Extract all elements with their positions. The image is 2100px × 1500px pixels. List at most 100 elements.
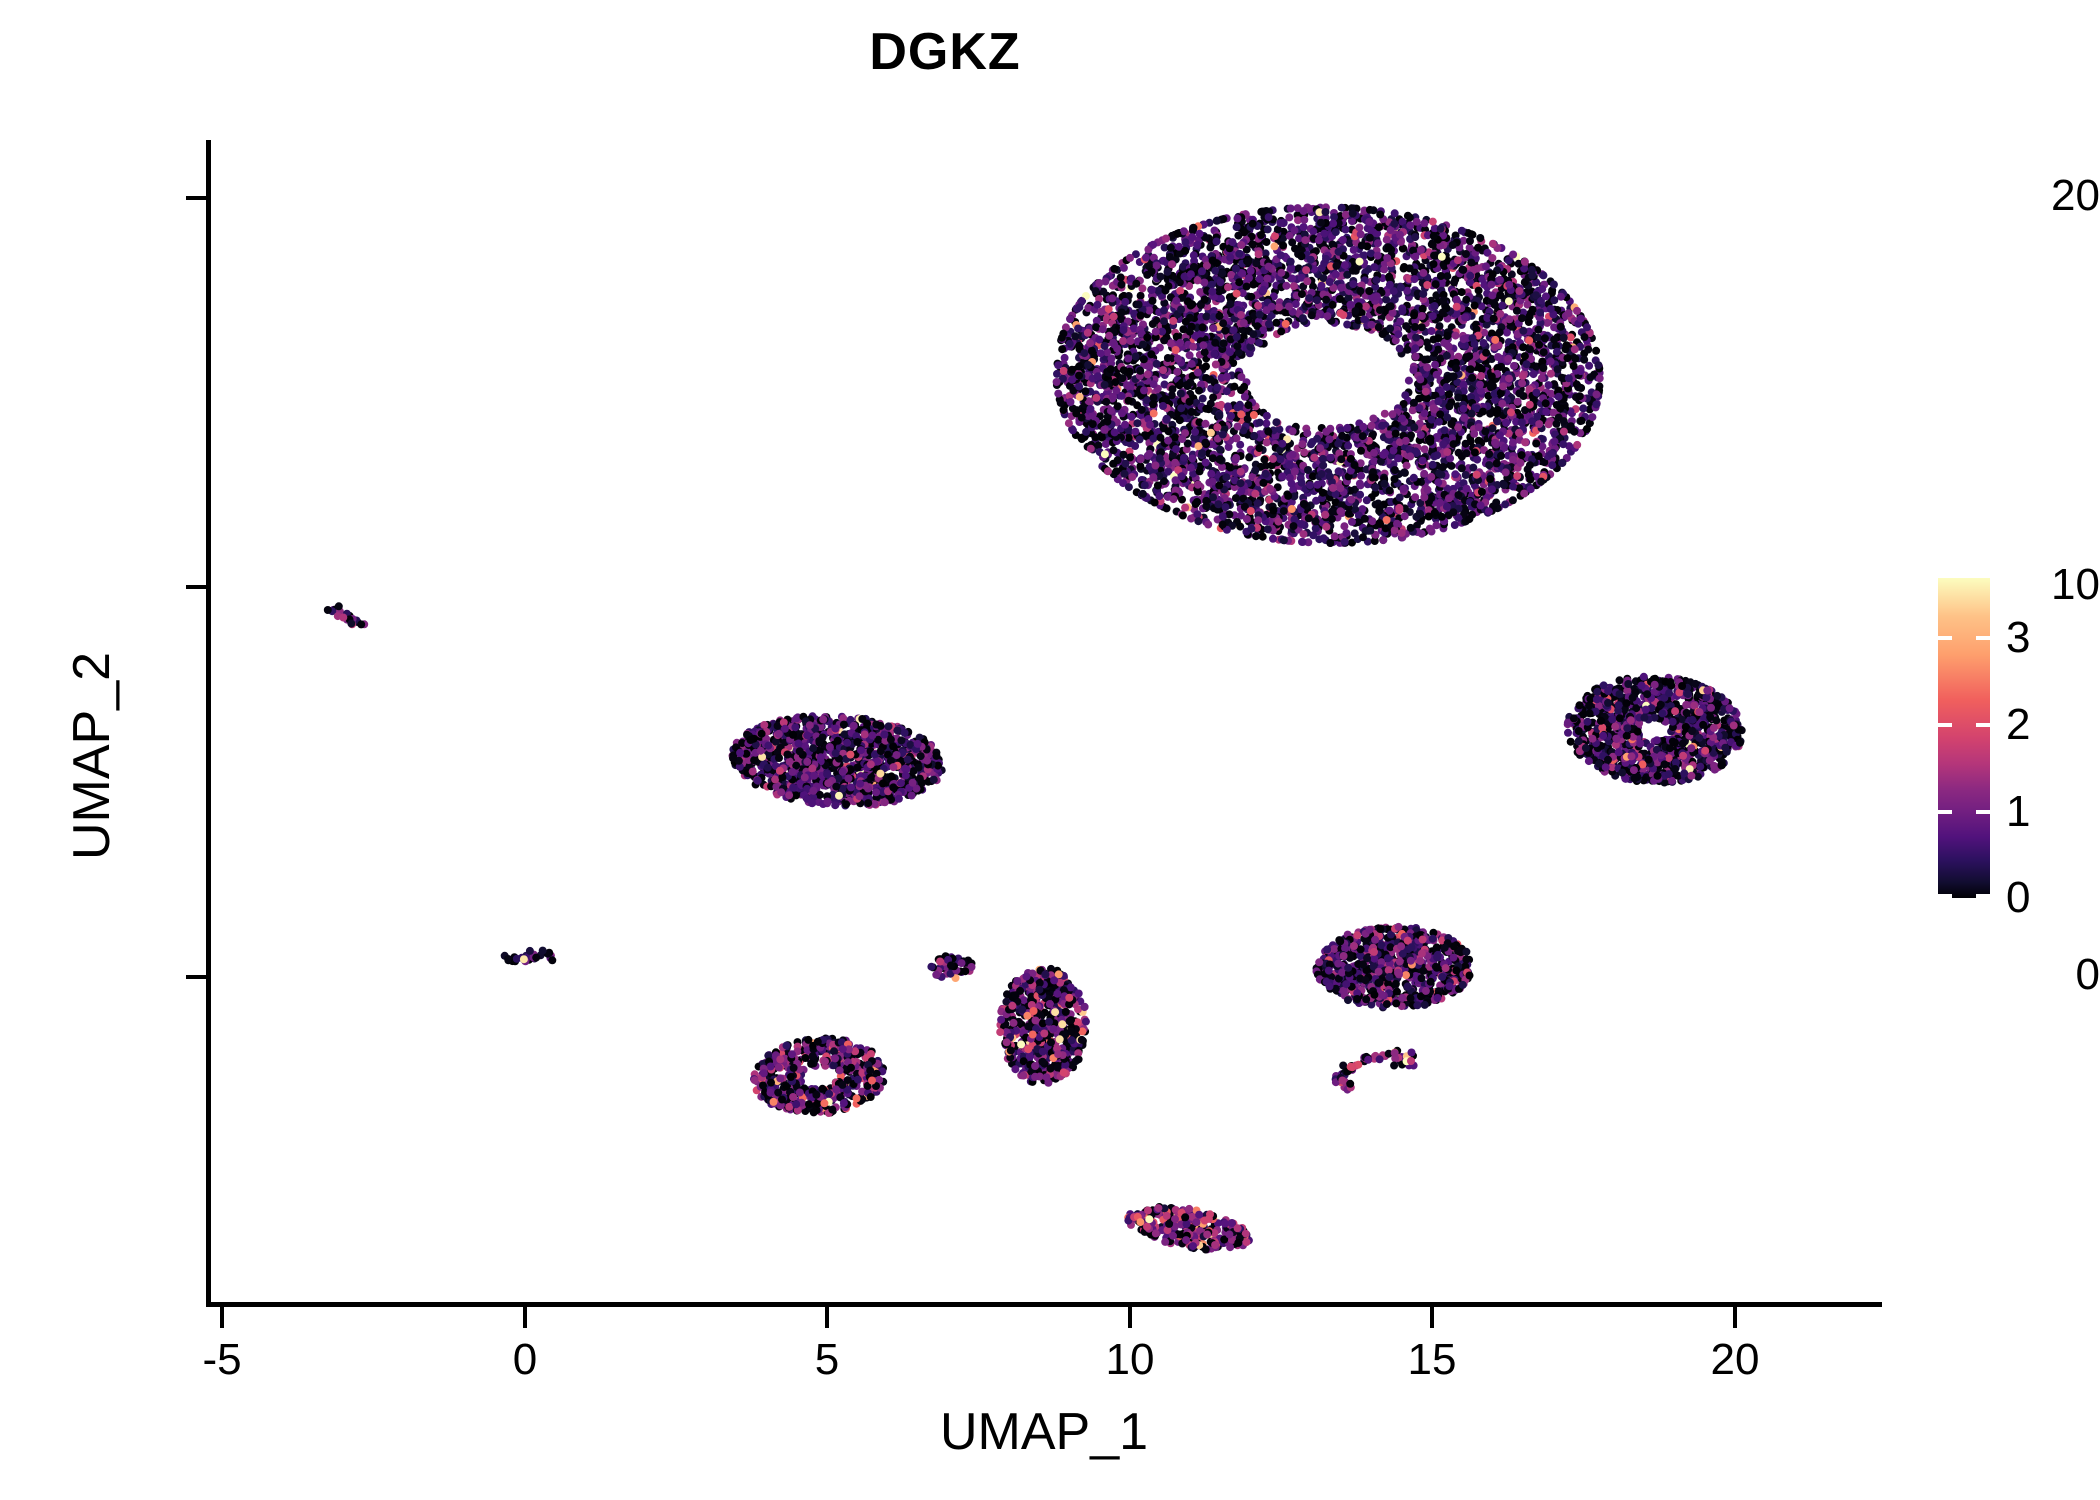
scatter-point — [1342, 529, 1351, 538]
scatter-point — [1080, 349, 1089, 358]
scatter-point — [1232, 223, 1241, 232]
scatter-point — [1400, 512, 1409, 521]
scatter-point — [1397, 528, 1406, 537]
scatter-point — [1119, 479, 1128, 488]
scatter-point — [1156, 272, 1165, 281]
scatter-point — [1461, 439, 1470, 448]
scatter-point — [1119, 263, 1128, 272]
scatter-point — [1240, 392, 1249, 401]
scatter-point — [1394, 330, 1403, 339]
scatter-point — [1395, 503, 1404, 512]
scatter-point — [1216, 278, 1225, 287]
scatter-point — [1074, 324, 1083, 333]
scatter-point — [1300, 215, 1309, 224]
scatter-point — [1160, 243, 1169, 252]
scatter-point — [1350, 529, 1359, 538]
scatter-point — [1132, 279, 1141, 288]
scatter-point — [1462, 449, 1471, 458]
scatter-point — [1221, 503, 1230, 512]
scatter-point — [1244, 258, 1253, 266]
scatter-point — [1200, 348, 1209, 357]
scatter-point — [1395, 493, 1404, 502]
scatter-point — [1136, 455, 1145, 464]
scatter-point — [1193, 276, 1202, 285]
scatter-point — [1206, 243, 1215, 252]
scatter-point — [1476, 234, 1485, 242]
scatter-point — [1313, 434, 1322, 443]
scatter-point — [1520, 352, 1529, 361]
scatter-point — [1325, 278, 1334, 286]
scatter-point — [1287, 505, 1296, 513]
scatter-point — [1307, 440, 1315, 449]
scatter-point — [1127, 412, 1136, 421]
scatter-point — [1118, 374, 1127, 383]
scatter-point — [1300, 448, 1309, 457]
scatter-point — [1391, 429, 1400, 438]
scatter-point — [1236, 479, 1245, 488]
scatter-point — [1592, 390, 1601, 399]
scatter-point — [1276, 219, 1285, 227]
scatter-point — [1470, 301, 1479, 310]
scatter-point — [1438, 463, 1447, 471]
scatter-point — [1257, 231, 1265, 239]
scatter-point — [1368, 517, 1377, 526]
scatter-point — [1525, 336, 1534, 345]
scatter-point — [1524, 471, 1533, 479]
scatter-point — [1559, 440, 1568, 449]
scatter-point — [1509, 455, 1517, 464]
scatter-point — [1564, 374, 1573, 383]
scatter-point — [1162, 234, 1170, 243]
scatter-point — [1206, 428, 1215, 437]
scatter-point — [1171, 346, 1180, 354]
scatter-point — [1580, 355, 1589, 364]
scatter-point — [1269, 534, 1277, 543]
scatter-point — [1428, 217, 1437, 226]
scatter-point — [1368, 473, 1377, 482]
scatter-point — [1270, 242, 1279, 251]
scatter-point — [1194, 517, 1203, 526]
scatter-point — [1336, 295, 1344, 303]
scatter-point — [1492, 498, 1501, 507]
scatter-point — [1393, 519, 1401, 528]
scatter-point — [1399, 484, 1408, 493]
scatter-point — [1357, 446, 1365, 455]
scatter-point — [1529, 370, 1538, 379]
scatter-point — [1502, 418, 1511, 427]
scatter-point — [1162, 504, 1171, 513]
scatter-point — [1454, 491, 1463, 499]
scatter-point — [1147, 350, 1156, 359]
scatter-point — [1467, 258, 1476, 267]
scatter-point — [1225, 510, 1234, 519]
scatter-point — [1418, 304, 1427, 313]
scatter-point — [1279, 507, 1288, 516]
scatter-point — [1380, 409, 1389, 418]
scatter-point — [1261, 469, 1270, 478]
scatter-point — [1492, 459, 1501, 468]
scatter-point — [1268, 454, 1277, 463]
scatter-point — [1116, 273, 1125, 282]
scatter-point — [1156, 433, 1165, 442]
scatter-point — [1210, 349, 1219, 358]
scatter-point — [1262, 419, 1271, 428]
scatter-point — [1390, 209, 1399, 218]
scatter-point — [1594, 361, 1603, 370]
scatter-point — [1097, 307, 1106, 316]
scatter-point — [1453, 256, 1462, 265]
scatter-point — [1533, 333, 1542, 342]
scatter-point — [1279, 241, 1288, 250]
scatter-point — [1442, 502, 1451, 511]
scatter-point — [1246, 267, 1255, 275]
scatter-point — [1477, 487, 1486, 496]
scatter-point — [1426, 434, 1435, 443]
scatter-point — [1104, 467, 1112, 476]
scatter-point — [1274, 517, 1283, 526]
scatter-point — [1317, 281, 1326, 290]
scatter-point — [1519, 326, 1528, 335]
scatter-point — [1343, 320, 1352, 329]
scatter-point — [1284, 491, 1293, 500]
scatter-point — [1100, 425, 1109, 434]
scatter-point — [1237, 373, 1246, 381]
scatter-point — [1212, 237, 1221, 246]
scatter-point — [1334, 439, 1343, 448]
